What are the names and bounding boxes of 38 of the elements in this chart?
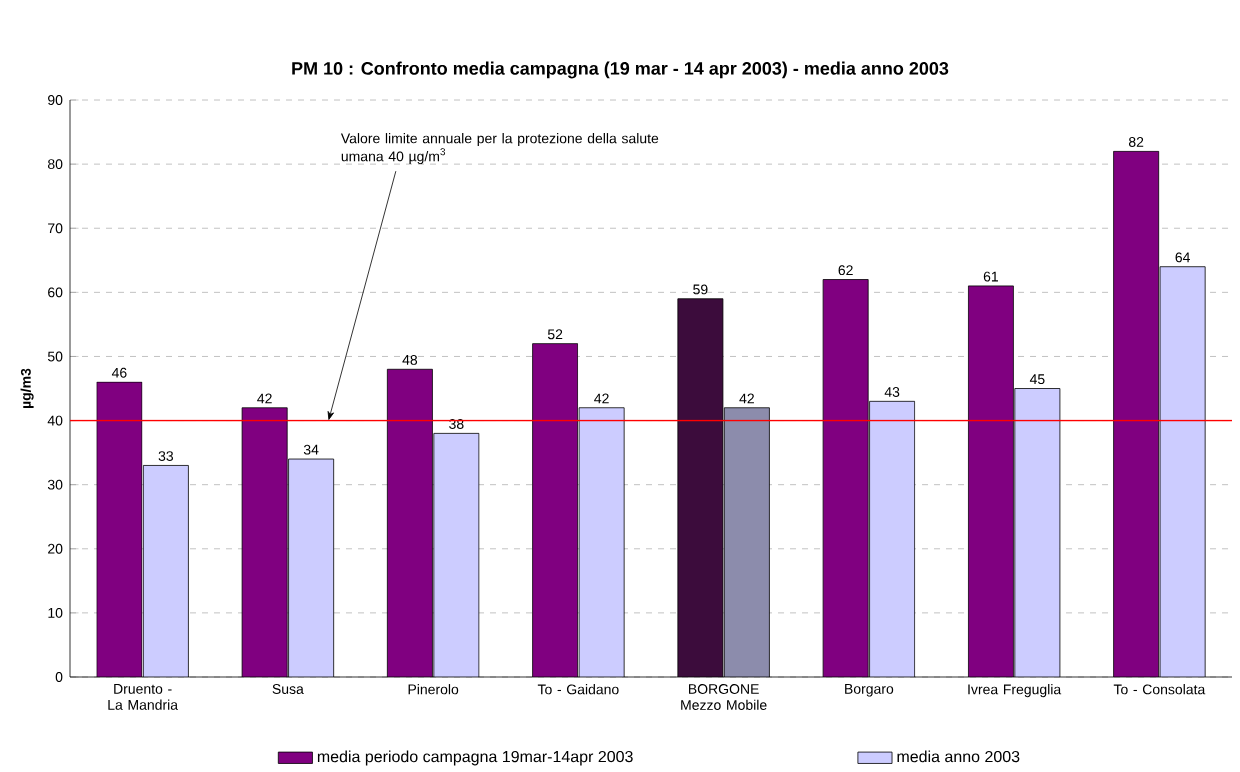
x-tick-label: Susa [272,684,304,694]
data-label: 42 [594,393,609,404]
data-label: 48 [402,354,418,365]
x-tick-label: To - Gaidano [537,684,619,695]
y-tick-label: 60 [48,287,63,298]
ref-line-label: Valore limite annuale per la protezione della salute umana 40 µg/m$^{3}$ [340,133,659,165]
x-tick-label: Ivrea Freguglia [968,684,1062,698]
y-tick-label: 40 [47,415,63,426]
x-tick-label: Druento - La Mandria [108,684,179,710]
legend-label: media periodo campagna 19mar-14apr 2003 [317,750,633,766]
data-label: 46 [111,367,127,378]
data-label: 52 [547,329,563,340]
data-label: 45 [1029,374,1045,385]
y-tick-label: 90 [48,95,63,105]
x-tick-label: Pinerolo [408,684,459,695]
data-label: 43 [884,387,900,397]
y-axis-title: µg/m3 [20,368,34,408]
data-label: 42 [739,393,754,404]
x-tick-label: BORGONE Mezzo Mobile [681,684,767,710]
data-label: 42 [257,393,272,404]
data-label: 61 [983,271,998,282]
y-tick-label: 20 [48,543,63,554]
x-tick-label: To - Consolata [1113,684,1206,695]
y-tick-label: 30 [47,479,63,490]
legend-label: media anno 2003 [897,750,1020,763]
y-tick-label: 50 [47,351,63,362]
x-tick-label: Borgaro [845,684,894,697]
chart-title: PM 10 : Confronto media campagna (19 mar - 14 apr 2003) - media anno 2003 [292,61,949,79]
data-label: 34 [303,444,319,455]
data-label: 59 [693,284,708,295]
data-label: 64 [1175,252,1190,263]
data-label: 62 [838,265,853,276]
data-label: 82 [1128,137,1144,147]
y-tick-label: 10 [48,607,63,618]
y-tick-label: 80 [47,159,63,170]
y-tick-label: 70 [48,223,63,234]
data-label: 33 [158,451,174,462]
y-tick-label: 0 [55,672,63,682]
